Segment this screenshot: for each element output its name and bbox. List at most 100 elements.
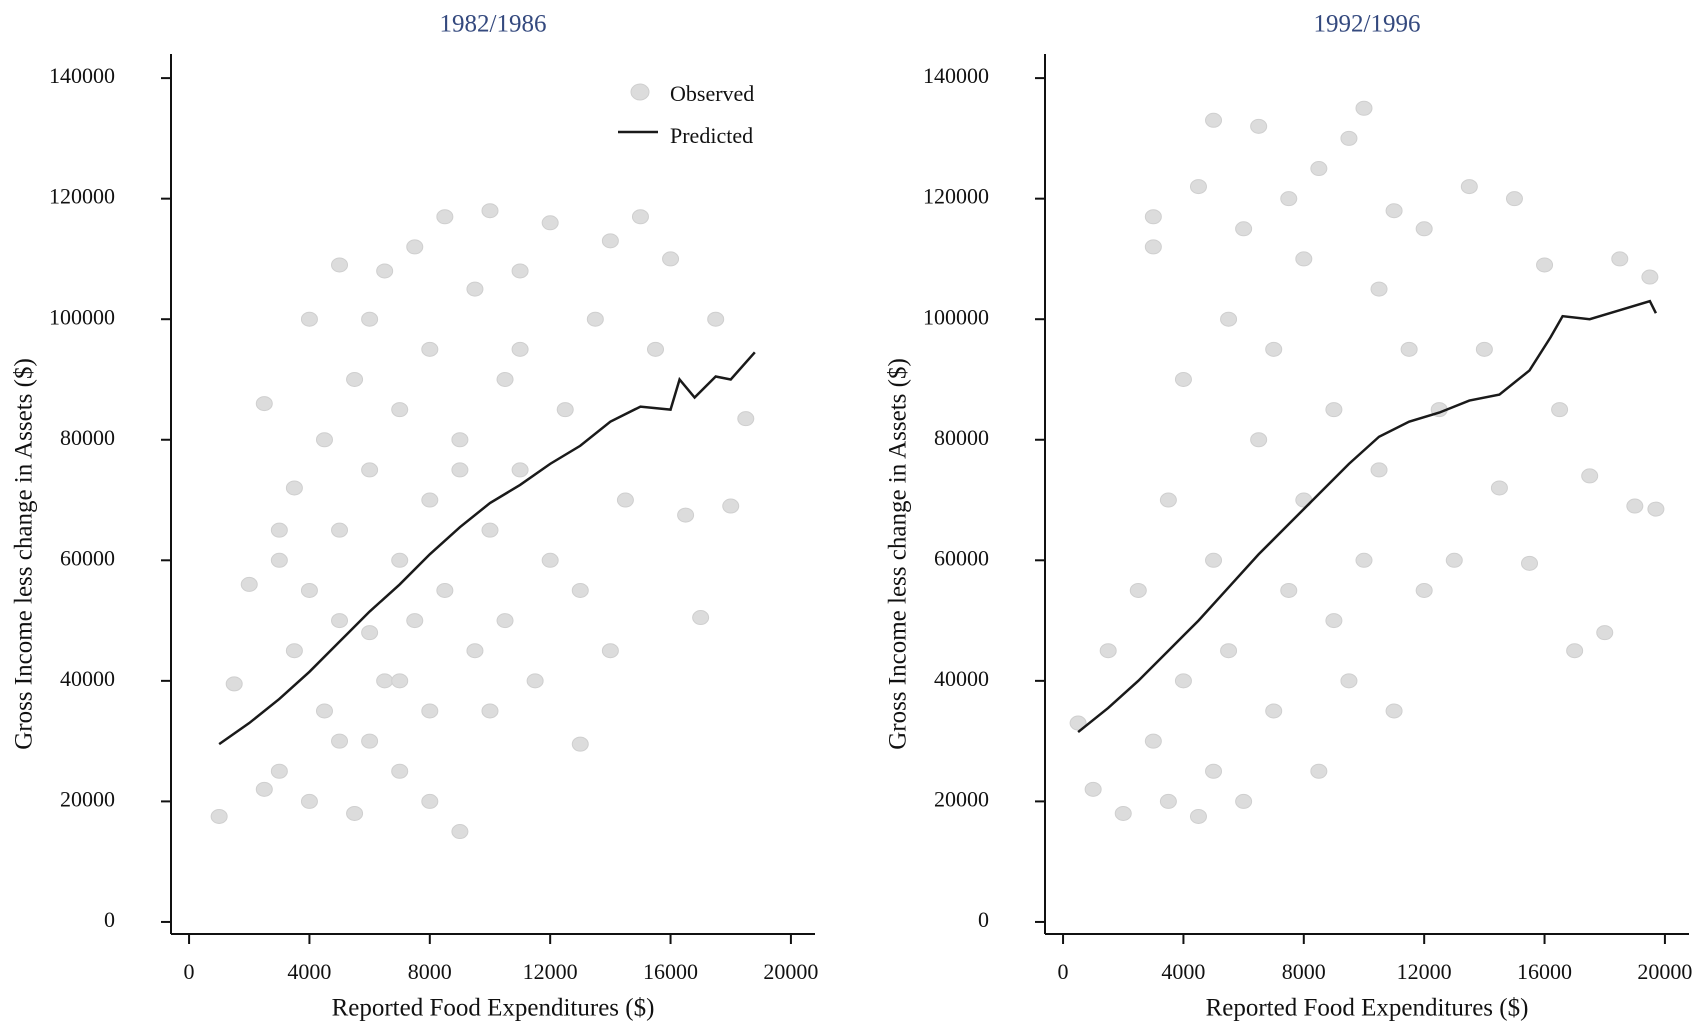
observed-point <box>361 733 379 749</box>
observed-point <box>421 793 439 809</box>
observed-point <box>1280 191 1298 207</box>
observed-point <box>1355 552 1373 568</box>
observed-point <box>406 613 424 629</box>
observed-point <box>1385 203 1403 219</box>
x-tick-label: 12000 <box>1397 959 1452 984</box>
observed-point <box>300 311 318 327</box>
observed-point <box>662 251 680 267</box>
chart-title: 1992/1996 <box>1314 11 1421 38</box>
observed-point <box>331 257 349 273</box>
x-tick-label: 8000 <box>408 959 452 984</box>
observed-point <box>1445 552 1463 568</box>
observed-point <box>1566 643 1584 659</box>
observed-point <box>1370 281 1388 297</box>
x-axis-label: Reported Food Expenditures ($) <box>332 995 655 1022</box>
x-tick-label: 16000 <box>1517 959 1572 984</box>
observed-point <box>255 781 273 797</box>
observed-point <box>541 215 559 231</box>
observed-point <box>240 576 258 592</box>
observed-point <box>677 507 695 523</box>
observed-point <box>496 371 514 387</box>
observed-point <box>1220 311 1238 327</box>
observed-point <box>1415 221 1433 237</box>
observed-point <box>300 793 318 809</box>
observed-point <box>1626 498 1644 514</box>
observed-point <box>526 673 544 689</box>
observed-point <box>1355 100 1373 116</box>
observed-point <box>601 643 619 659</box>
x-axis-label: Reported Food Expenditures ($) <box>1206 995 1529 1022</box>
observed-point <box>1536 257 1554 273</box>
y-tick-label: 20000 <box>934 786 989 811</box>
chart-title: 1982/1986 <box>440 11 547 38</box>
observed-point <box>1099 643 1117 659</box>
observed-point <box>1400 341 1418 357</box>
observed-point <box>315 432 333 448</box>
observed-point <box>1174 673 1192 689</box>
y-tick-label: 140000 <box>49 63 115 88</box>
observed-point <box>571 582 589 598</box>
observed-point <box>300 582 318 598</box>
observed-point <box>1189 808 1207 824</box>
observed-point <box>511 341 529 357</box>
observed-point <box>1325 402 1343 418</box>
observed-point <box>1310 161 1328 177</box>
observed-point <box>421 341 439 357</box>
x-tick-label: 8000 <box>1282 959 1326 984</box>
observed-point <box>1220 643 1238 659</box>
x-tick-label: 20000 <box>763 959 818 984</box>
observed-point <box>1581 468 1599 484</box>
observed-point <box>391 552 409 568</box>
observed-point <box>466 281 484 297</box>
observed-point <box>1596 625 1614 641</box>
observed-point <box>1205 763 1223 779</box>
observed-point <box>1159 492 1177 508</box>
observed-point <box>285 643 303 659</box>
observed-point <box>331 522 349 538</box>
observed-point <box>1069 715 1087 731</box>
observed-point <box>496 613 514 629</box>
observed-point <box>481 522 499 538</box>
observed-point <box>451 432 469 448</box>
observed-point <box>481 703 499 719</box>
observed-point <box>270 763 288 779</box>
observed-point <box>331 613 349 629</box>
observed-point <box>1521 555 1539 571</box>
observed-point <box>436 582 454 598</box>
observed-point <box>270 552 288 568</box>
observed-point <box>421 492 439 508</box>
observed-point <box>647 341 665 357</box>
x-tick-label: 16000 <box>643 959 698 984</box>
observed-point <box>737 411 755 427</box>
legend-label: Predicted <box>670 123 753 148</box>
observed-point <box>1505 191 1523 207</box>
observed-point <box>376 263 394 279</box>
observed-point <box>1641 269 1659 285</box>
observed-point <box>541 552 559 568</box>
predicted-line <box>218 351 756 746</box>
observed-point <box>616 492 634 508</box>
observed-point <box>1325 613 1343 629</box>
legend-label: Observed <box>670 81 754 106</box>
y-axis-label: Gross Income less change in Assets ($) <box>11 358 38 750</box>
observed-point <box>692 610 710 626</box>
x-tick-label: 0 <box>1058 959 1069 984</box>
observed-point <box>1647 501 1665 517</box>
observed-point <box>1415 582 1433 598</box>
observed-point <box>707 311 725 327</box>
observed-point <box>391 673 409 689</box>
observed-point <box>361 625 379 641</box>
observed-point <box>331 733 349 749</box>
observed-point <box>1280 582 1298 598</box>
observed-point <box>1340 130 1358 146</box>
y-tick-label: 100000 <box>923 304 989 329</box>
observed-point <box>315 703 333 719</box>
observed-point <box>270 522 288 538</box>
observed-point <box>376 673 394 689</box>
observed-point <box>601 233 619 249</box>
y-tick-label: 100000 <box>49 304 115 329</box>
y-tick-label: 140000 <box>923 63 989 88</box>
observed-point <box>1144 239 1162 255</box>
predicted-line <box>1077 299 1658 734</box>
